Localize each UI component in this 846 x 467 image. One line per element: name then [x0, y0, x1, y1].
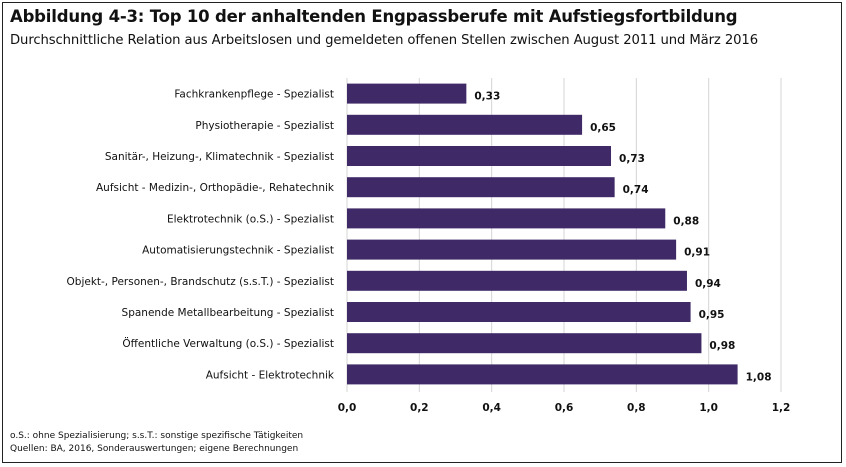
footnote: o.S.: ohne Spezialisierung; s.s.T.: sons…	[10, 431, 304, 441]
category-label: Sanitär-, Heizung-, Klimatechnik - Spezi…	[105, 151, 334, 163]
value-label: 1,08	[746, 371, 772, 383]
x-tick-label: 1,0	[699, 402, 718, 414]
bar	[347, 302, 691, 322]
x-tick-label: 0,4	[482, 402, 501, 414]
x-tick-label: 1,2	[772, 402, 791, 414]
value-label: 0,98	[709, 340, 735, 352]
category-labels: Fachkrankenpflege - Spezialist Physiother…	[67, 89, 335, 382]
value-labels: 0,33 0,65 0,73 0,74 0,88 0,91 0,94 0,95 0,98 1,08	[474, 91, 771, 384]
x-tick-label: 0,0	[338, 402, 357, 414]
bar	[347, 270, 687, 291]
category-label: Aufsicht - Elektrotechnik	[206, 369, 335, 381]
x-axis-ticks: 0,0 0,2 0,4 0,6 0,8 1,0 1,2	[338, 402, 791, 414]
bar	[347, 114, 583, 135]
x-tick-label: 0,8	[627, 402, 646, 414]
category-label: Fachkrankenpflege - Spezialist	[174, 89, 334, 101]
value-label: 0,88	[673, 215, 699, 227]
category-label: Automatisierungstechnik - Spezialist	[142, 245, 334, 257]
bar	[347, 146, 612, 166]
bar	[347, 177, 615, 198]
value-label: 0,95	[699, 309, 725, 321]
x-tick-label: 0,6	[555, 402, 574, 414]
source-note: Quellen: BA, 2016, Sonderauswertungen; e…	[10, 444, 299, 454]
bar	[347, 83, 467, 104]
value-label: 0,33	[474, 91, 500, 103]
bar	[347, 333, 702, 354]
bar	[347, 239, 677, 260]
category-label: Aufsicht - Medizin-, Orthopädie-, Rehate…	[96, 182, 335, 194]
value-label: 0,94	[695, 278, 721, 290]
value-label: 0,91	[684, 247, 710, 259]
bars	[347, 83, 738, 385]
bar	[347, 364, 738, 385]
chart-title: Abbildung 4-3: Top 10 der anhaltenden En…	[10, 7, 738, 26]
category-label: Elektrotechnik (o.S.) - Spezialist	[167, 213, 334, 225]
value-label: 0,74	[623, 184, 649, 196]
value-label: 0,65	[590, 122, 616, 134]
x-tick-label: 0,2	[410, 402, 429, 414]
category-label: Objekt-, Personen-, Brandschutz (s.s.T.)…	[67, 276, 334, 288]
category-label: Spanende Metallbearbeitung - Spezialist	[122, 307, 334, 319]
category-label: Öffentliche Verwaltung (o.S.) - Speziali…	[122, 337, 334, 350]
value-label: 0,73	[619, 153, 645, 165]
bar	[347, 208, 666, 229]
category-label: Physiotherapie - Spezialist	[195, 120, 334, 132]
chart-subtitle: Durchschnittliche Relation aus Arbeitslo…	[10, 33, 759, 48]
